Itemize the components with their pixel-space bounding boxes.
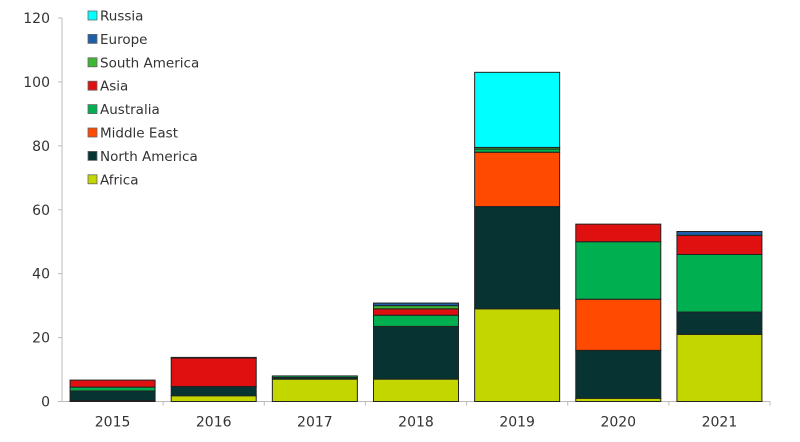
bar-segment-australia — [271, 375, 358, 379]
bar-segment-europe — [373, 302, 459, 307]
x-axis: 2015 2016 2017 2018 2019 2020 2021 — [62, 401, 771, 431]
y-tick-label: 100 — [23, 75, 50, 91]
bar-segment-north-america — [575, 349, 662, 399]
x-tick-label: 2015 — [95, 415, 131, 431]
y-tick-label: 20 — [32, 331, 50, 347]
bar-segment-middle-east — [474, 151, 561, 208]
legend-swatch — [87, 127, 98, 138]
legend-swatch — [87, 34, 98, 44]
y-axis: 0 20 40 60 80 100 120 — [23, 11, 63, 411]
legend-swatch — [87, 104, 98, 114]
legend-swatch — [87, 10, 98, 21]
x-tick-label: 2020 — [600, 415, 636, 431]
y-tick-label: 0 — [41, 395, 50, 411]
legend-swatch — [87, 80, 98, 91]
legend-label: Asia — [100, 79, 128, 95]
bar-segment-africa — [271, 378, 358, 403]
x-tick-label: 2019 — [499, 415, 535, 431]
legend-label: Middle East — [100, 126, 178, 142]
legend-swatch — [87, 57, 98, 68]
bar-segment-australia — [373, 314, 459, 327]
legend: Russia Europe South America Asia Australia Mi… — [87, 9, 199, 188]
legend-swatch — [87, 174, 98, 185]
bar-segment-russia — [474, 71, 561, 148]
x-tick-label: 2017 — [297, 415, 333, 431]
bar-segment-north-america — [170, 385, 257, 397]
legend-label: Europe — [100, 32, 147, 48]
bar-segment-north-america — [373, 325, 459, 380]
bar-segment-asia — [170, 357, 257, 387]
legend-swatch — [87, 150, 98, 161]
legend-label: Australia — [100, 102, 160, 118]
bar-segment-europe — [170, 356, 257, 359]
bar-segment-africa — [170, 395, 257, 402]
bar-segment-australia — [69, 386, 156, 392]
bar-segment-australia — [676, 253, 763, 313]
x-tick-label: 2021 — [702, 415, 738, 431]
legend-label: Russia — [100, 9, 143, 25]
bars — [69, 71, 763, 403]
legend-label: South America — [100, 55, 199, 71]
bar-segment-africa — [373, 378, 459, 403]
legend-label: Africa — [100, 172, 139, 188]
bar-segment-middle-east — [575, 298, 662, 351]
bar-segment-europe — [676, 230, 763, 236]
bar-segment-north-america — [676, 311, 763, 335]
x-tick-label: 2018 — [398, 415, 434, 431]
bar-segment-north-america — [474, 206, 561, 310]
legend-label: North America — [100, 149, 198, 165]
y-tick-label: 60 — [32, 203, 50, 219]
bar-segment-asia — [373, 308, 459, 316]
y-tick-label: 80 — [32, 139, 50, 155]
bar-segment-asia — [575, 223, 662, 243]
bar-segment-australia — [575, 241, 662, 300]
x-tick-label: 2016 — [196, 415, 232, 431]
y-tick-label: 120 — [23, 11, 50, 27]
bar-segment-north-america — [69, 390, 156, 402]
y-tick-label: 40 — [32, 267, 50, 283]
bar-segment-asia — [676, 234, 763, 255]
bar-segment-africa — [474, 308, 561, 402]
bar-segment-africa — [676, 333, 763, 403]
bar-segment-asia — [69, 379, 156, 388]
